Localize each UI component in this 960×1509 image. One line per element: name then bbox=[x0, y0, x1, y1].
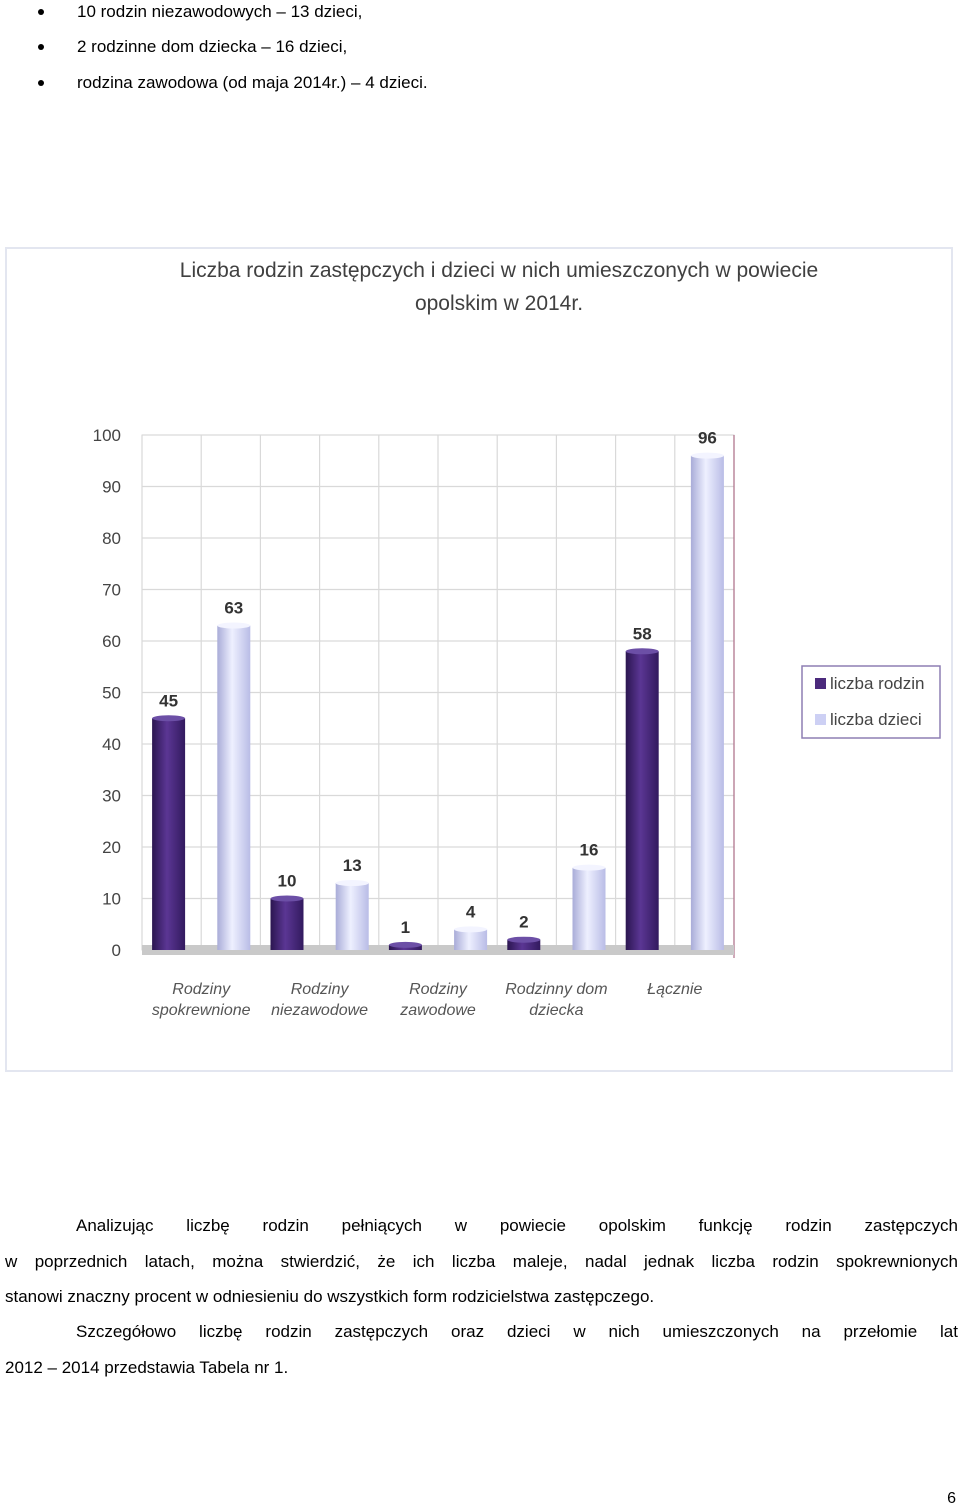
y-tick-label: 0 bbox=[112, 941, 121, 960]
data-label: 1 bbox=[401, 918, 410, 937]
y-tick-label: 90 bbox=[102, 478, 121, 497]
x-tick-label: Łącznie bbox=[647, 981, 702, 998]
bullet-text: 10 rodzin niezawodowych – 13 dzieci, bbox=[77, 2, 363, 21]
bar-liczba-dzieci bbox=[335, 883, 369, 950]
bar-cap bbox=[507, 936, 541, 943]
bullet-dot-icon bbox=[38, 9, 44, 15]
data-label: 2 bbox=[519, 913, 528, 932]
x-axis: Rodziny spokrewnione Rodziny niezawodowe Rod… bbox=[152, 981, 703, 1019]
x-tick-label: Rodziny bbox=[291, 981, 350, 998]
bar-liczba-rodzin bbox=[507, 939, 541, 950]
bar-cap bbox=[388, 941, 422, 948]
x-tick-label: zawodowe bbox=[399, 1002, 476, 1019]
data-label: 4 bbox=[466, 902, 476, 921]
x-tick-label: Rodzinny dom bbox=[505, 981, 607, 998]
data-label: 10 bbox=[278, 872, 297, 891]
bar-liczba-dzieci bbox=[217, 625, 251, 950]
bar-liczba-rodzin bbox=[152, 718, 186, 950]
x-tick-label: Rodziny bbox=[172, 981, 231, 998]
y-tick-label: 10 bbox=[102, 890, 121, 909]
y-tick-label: 100 bbox=[93, 426, 121, 445]
bullet-text: 2 rodzinne dom dziecka – 16 dzieci, bbox=[77, 37, 348, 56]
bar-cap bbox=[217, 622, 251, 629]
bar-cap bbox=[152, 715, 186, 722]
bar-cap bbox=[454, 926, 488, 933]
page-number: 6 bbox=[947, 1490, 956, 1507]
data-label: 63 bbox=[224, 599, 243, 618]
y-tick-label: 40 bbox=[102, 735, 121, 754]
data-label: 16 bbox=[580, 841, 599, 860]
bullet-dot-icon bbox=[38, 44, 44, 50]
chart-title: Liczba rodzin zastępczych i dzieci w nic… bbox=[180, 259, 818, 315]
bar-liczba-rodzin bbox=[625, 651, 659, 950]
chart-title-line: Liczba rodzin zastępczych i dzieci w nic… bbox=[180, 259, 818, 282]
bar-cap bbox=[270, 895, 304, 902]
bullet-text: rodzina zawodowa (od maja 2014r.) – 4 dz… bbox=[77, 73, 428, 92]
paragraph-analysis: Analizując liczbę rodzin pełniących w po… bbox=[5, 1208, 958, 1315]
chart-title-line: opolskim w 2014r. bbox=[415, 292, 583, 315]
data-label: 13 bbox=[343, 856, 362, 875]
bar-cap bbox=[572, 864, 606, 871]
bar-cap bbox=[335, 880, 369, 887]
data-label: 96 bbox=[698, 429, 717, 448]
y-tick-label: 70 bbox=[102, 581, 121, 600]
legend-label: liczba dzieci bbox=[830, 710, 922, 729]
bullet-dot-icon bbox=[38, 80, 44, 86]
paragraph-details: Szczegółowo liczbę rodzin zastępczych or… bbox=[5, 1314, 958, 1385]
data-labels: 45 10 1 2 58 63 13 4 16 96 bbox=[159, 429, 717, 937]
bullet-item: rodzina zawodowa (od maja 2014r.) – 4 dz… bbox=[0, 72, 960, 102]
bar-cap bbox=[625, 648, 659, 655]
y-axis: 0 10 20 30 40 50 60 70 80 90 100 bbox=[93, 426, 121, 960]
y-tick-label: 80 bbox=[102, 529, 121, 548]
bullet-item: 10 rodzin niezawodowych – 13 dzieci, bbox=[0, 1, 960, 31]
bar-liczba-dzieci bbox=[690, 455, 724, 950]
chart-frame: Liczba rodzin zastępczych i dzieci w nic… bbox=[5, 247, 953, 1072]
data-label: 58 bbox=[633, 624, 652, 643]
bar-liczba-dzieci bbox=[572, 867, 606, 950]
bar-liczba-dzieci bbox=[454, 929, 488, 950]
chart-floor bbox=[142, 945, 734, 955]
x-tick-label: Rodziny bbox=[409, 981, 468, 998]
data-label: 45 bbox=[159, 691, 178, 710]
legend-swatch bbox=[815, 678, 826, 689]
paragraph-line: Analizując liczbę rodzin pełniących w po… bbox=[76, 1216, 958, 1235]
paragraph-line: 2012 – 2014 przedstawia Tabela nr 1. bbox=[5, 1357, 289, 1377]
bar-chart: Liczba rodzin zastępczych i dzieci w nic… bbox=[93, 259, 941, 1019]
paragraph-line: stanowi znaczny procent w odniesieniu do… bbox=[5, 1287, 655, 1306]
legend-swatch bbox=[815, 714, 826, 725]
paragraph-line: w poprzednich latach, można stwierdzić, … bbox=[5, 1251, 958, 1271]
x-tick-label: niezawodowe bbox=[271, 1002, 368, 1019]
bars bbox=[152, 452, 724, 950]
paragraph-line: Szczegółowo liczbę rodzin zastępczych or… bbox=[76, 1322, 958, 1341]
bar-cap bbox=[690, 452, 724, 459]
bar-liczba-rodzin bbox=[270, 898, 304, 950]
y-tick-label: 30 bbox=[102, 787, 121, 806]
legend-label: liczba rodzin bbox=[830, 674, 925, 693]
y-tick-label: 60 bbox=[102, 632, 121, 651]
bullet-item: 2 rodzinne dom dziecka – 16 dzieci, bbox=[0, 36, 960, 66]
chart-legend: liczba rodzin liczba dzieci bbox=[801, 665, 941, 739]
x-tick-label: spokrewnione bbox=[152, 1002, 251, 1019]
y-tick-label: 20 bbox=[102, 838, 121, 857]
x-tick-label: dziecka bbox=[529, 1002, 583, 1019]
y-tick-label: 50 bbox=[102, 684, 121, 703]
